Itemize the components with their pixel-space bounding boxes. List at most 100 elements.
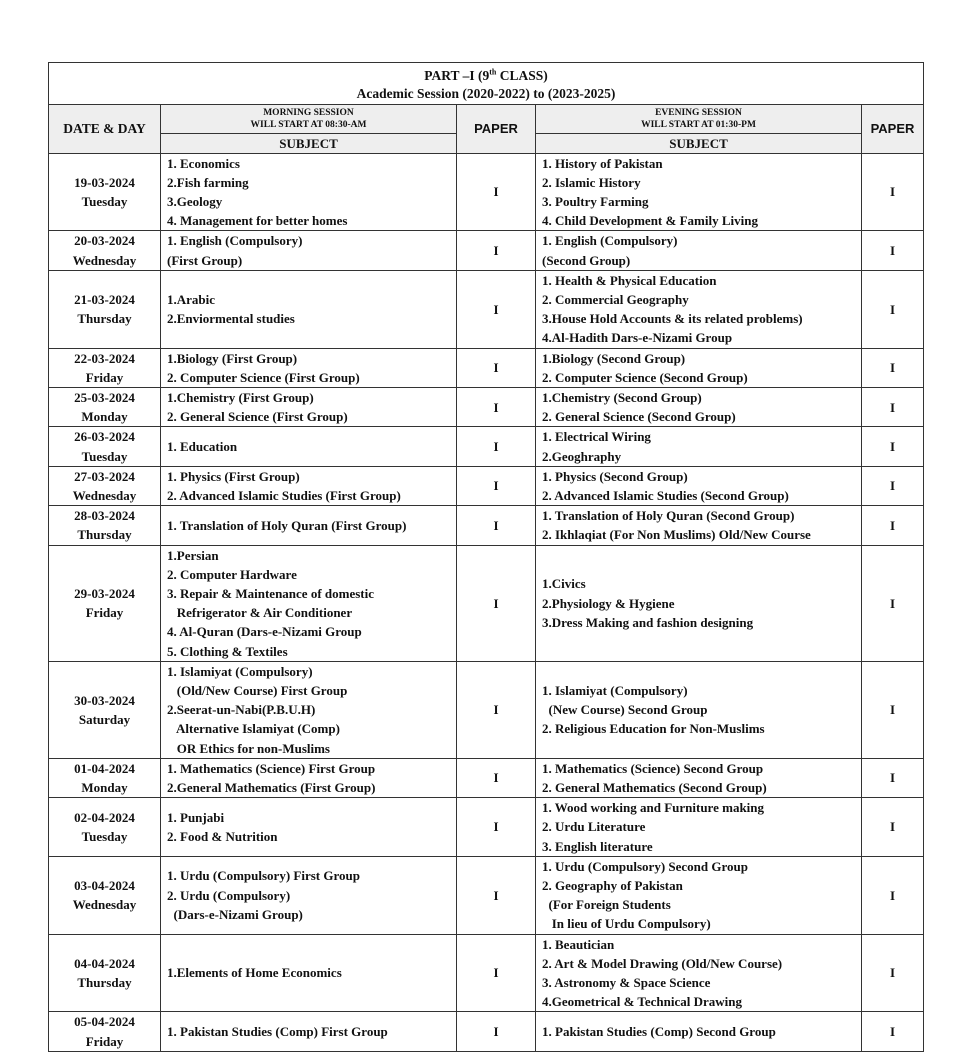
subject-line: 1. Physics (Second Group) [542,468,688,484]
paper-evening: I [861,386,924,428]
evening-session-label: EVENING SESSION [655,107,742,118]
date-cell: 28-03-2024 Thursday [48,505,161,546]
exam-day: Thursday [77,311,132,327]
subject-line: In lieu of Urdu Compulsory) [542,916,711,932]
exam-date: 28-03-2024 [74,508,135,524]
table-row: 03-04-2024 Wednesday 1. Urdu (Compulsory) … [48,855,924,935]
evening-subjects: 1. Physics (Second Group) 2. Advanced Isl… [535,465,862,507]
subject-line: 3. Repair & Maintenance of domestic [167,585,375,601]
exam-date: 22-03-2024 [74,350,135,366]
morning-subjects: 1. Physics (First Group) 2. Advanced Isla… [160,465,457,507]
evening-subjects: 1. English (Compulsory) (Second Group) [535,230,862,271]
paper-morning: I [456,152,536,232]
subject-line: 1. Health & Physical Education [542,272,717,288]
morning-subjects: 1. Islamiyat (Compulsory) (Old/New Cours… [160,660,457,759]
table-row: 25-03-2024 Monday 1.Chemistry (First Group… [48,386,924,428]
subject-line: 1.Elements of Home Economics [167,965,342,981]
subject-line: (New Course) Second Group [542,702,708,718]
date-cell: 19-03-2024 Tuesday [48,152,161,232]
subject-header-evening: SUBJECT [535,132,862,154]
subject-line: 1.Arabic [167,291,216,307]
subject-line: 1. Urdu (Compulsory) First Group [167,868,360,884]
paper-morning: I [456,544,536,662]
exam-date: 27-03-2024 [74,468,135,484]
morning-subjects: 1.Persian 2. Computer Hardware 3. Repair &… [160,544,457,662]
date-cell: 04-04-2024 Thursday [48,933,161,1013]
subject-line: 1. Electrical Wiring [542,429,651,445]
table-row: 05-04-2024 Friday 1. Pakistan Studies (Com… [48,1011,924,1052]
subject-line: 2. Commercial Geography [542,291,689,307]
subject-line: 5. Clothing & Textiles [167,643,288,659]
date-cell: 26-03-2024 Tuesday [48,426,161,467]
morning-subjects: 1. Translation of Holy Quran (First Grou… [160,505,457,546]
subject-line: 2. Advanced Islamic Studies (Second Grou… [542,487,789,503]
subject-line: 1. Translation of Holy Quran (Second Gro… [542,508,795,524]
subject-header-row: SUBJECT SUBJECT [49,132,924,154]
exam-day: Monday [81,780,128,795]
subject-line: 3. Poultry Farming [542,193,649,209]
exam-date: 02-04-2024 [74,809,135,825]
morning-subjects: 1. English (Compulsory) (First Group) [160,230,457,271]
evening-subjects: 1. Health & Physical Education 2. Commerc… [535,269,862,349]
date-cell: 22-03-2024 Friday [48,347,161,388]
exam-day: Friday [85,605,124,621]
title-prefix: PART –I (9 [424,67,490,83]
subject-line: 2. Computer Science (First Group) [167,369,360,385]
exam-date: 01-04-2024 [74,760,135,776]
table-row: 30-03-2024 Saturday 1. Islamiyat (Compulso… [48,660,924,759]
exam-date: 30-03-2024 [74,692,135,708]
subject-line: 4. Al-Quran (Dars-e-Nizami Group [167,624,362,640]
paper-evening: I [861,757,924,799]
exam-date: 20-03-2024 [74,233,135,249]
paper-header-morning: PAPER [456,103,536,154]
subject-line: 1. Pakistan Studies (Comp) First Group [167,1024,388,1040]
exam-date: 04-04-2024 [74,955,135,971]
subject-line: Alternative Islamiyat (Comp) [167,721,340,737]
subject-line: 2.Fish farming [167,174,249,190]
subject-line: 2. Art & Model Drawing (Old/New Course) [542,955,783,971]
subject-line: 2.Seerat-un-Nabi(P.B.U.H) [167,702,316,718]
subject-line: 2.Enviormental studies [167,311,295,327]
paper-evening: I [861,660,924,759]
subject-line: 2.Physiology & Hygiene [542,595,675,611]
exam-date: 05-04-2024 [74,1014,135,1030]
subject-line: 2. General Mathematics (Second Group) [542,780,767,795]
subject-line: 1. Physics (First Group) [167,468,300,484]
exam-date: 03-04-2024 [74,878,135,894]
paper-evening: I [861,426,924,467]
paper-evening: I [861,1011,924,1052]
paper-morning: I [456,505,536,546]
evening-subjects: 1. Mathematics (Science) Second Group 2. … [535,757,862,799]
subject-line: 2. Islamic History [542,174,641,190]
subject-line: 2. Urdu (Compulsory) [167,887,291,903]
exam-day: Friday [85,369,124,385]
morning-session-header: MORNING SESSION WILL START AT 08:30-AM [160,103,457,134]
subject-line: 1. English (Compulsory) [167,233,303,249]
subject-line: (Old/New Course) First Group [167,682,348,698]
subject-line: 1. Urdu (Compulsory) Second Group [542,858,748,874]
exam-day: Wednesday [72,897,137,913]
date-cell: 05-04-2024 Friday [48,1011,161,1052]
subject-line: 1. Beautician [542,936,615,952]
evening-subjects: 1. Pakistan Studies (Comp) Second Group [535,1011,862,1052]
morning-subjects: 1.Biology (First Group) 2. Computer Scien… [160,347,457,388]
evening-start-time: WILL START AT 01:30-PM [641,119,756,130]
subject-line: Refrigerator & Air Conditioner [167,605,353,621]
date-cell: 29-03-2024 Friday [48,544,161,662]
evening-subjects: 1. Electrical Wiring 2.Geoghraphy [535,426,862,467]
subject-line: 1. Translation of Holy Quran (First Grou… [167,517,407,533]
subject-line: (Dars-e-Nizami Group) [167,906,303,922]
exam-day: Thursday [77,975,132,991]
subject-line: 2.Geoghraphy [542,448,622,464]
table-row: 28-03-2024 Thursday 1. Translation of Holy… [48,505,924,546]
morning-subjects: 1. Mathematics (Science) First Group 2.Ge… [160,757,457,799]
subject-line: 1.Persian [167,547,219,563]
subject-line: 1. Islamiyat (Compulsory) [167,663,313,679]
exam-date: 26-03-2024 [74,429,135,445]
subject-line: 1.Biology (Second Group) [542,350,686,366]
paper-evening: I [861,933,924,1013]
title-sup: th [489,67,497,76]
paper-evening: I [861,465,924,507]
exam-date: 21-03-2024 [74,291,135,307]
subject-line: 2. Religious Education for Non-Muslims [542,721,765,737]
